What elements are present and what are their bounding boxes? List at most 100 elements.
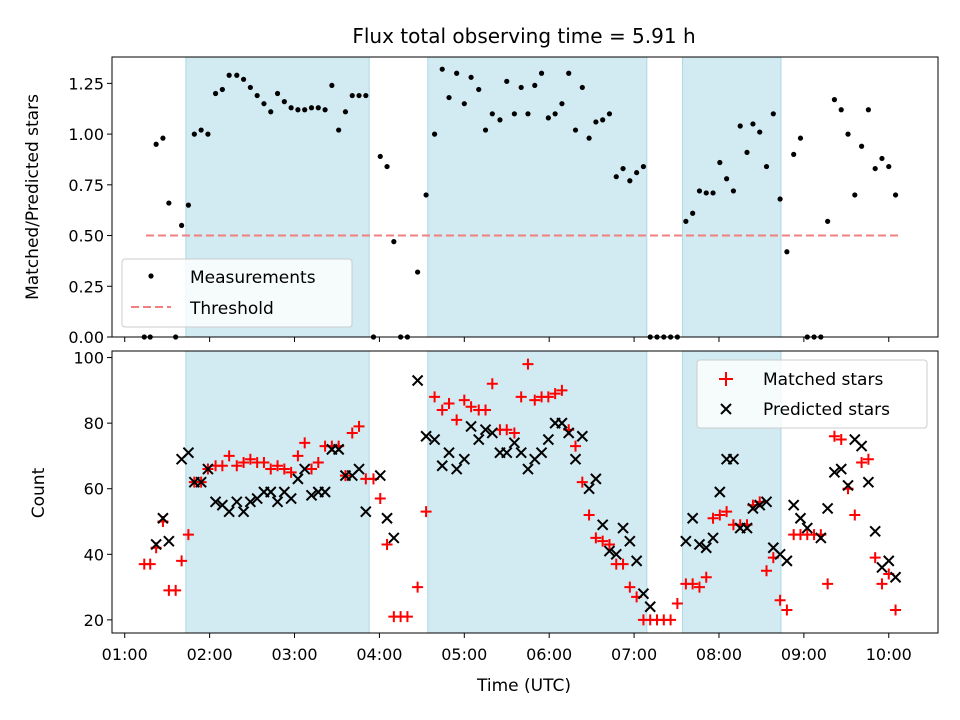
matched-star-point	[182, 529, 194, 541]
predicted-star-point	[163, 535, 175, 547]
predicted-star-point	[617, 522, 629, 534]
measurement-point	[791, 151, 797, 157]
matched-star-point	[501, 424, 513, 436]
predicted-star-point	[821, 502, 834, 515]
matched-star-point	[617, 558, 629, 570]
predicted-star-point	[542, 433, 555, 446]
legend-label-measurements: Measurements	[190, 268, 316, 288]
matched-star-point	[556, 384, 568, 396]
predicted-star-point	[869, 525, 881, 538]
predicted-star-point	[150, 538, 162, 551]
legend-label-threshold: Threshold	[189, 299, 274, 319]
predicted-star-point	[231, 496, 243, 508]
legend-marker-matched	[719, 372, 733, 386]
predicted-star-point	[332, 443, 345, 456]
predicted-star-point	[828, 466, 841, 479]
measurement-point	[892, 192, 899, 198]
matched-star-point	[597, 535, 609, 547]
predicted-star-point	[556, 417, 568, 429]
measurement-point	[600, 117, 606, 123]
measurement-point	[191, 131, 197, 137]
bottom-x-tick-label: 04:00	[356, 645, 402, 664]
measurement-point	[153, 141, 159, 147]
predicted-star-point	[596, 519, 609, 531]
measurement-point	[288, 105, 294, 111]
predicted-star-point	[576, 430, 589, 442]
bottom-legend: Matched stars Predicted stars	[696, 359, 928, 429]
predicted-star-point	[157, 512, 169, 524]
predicted-star-point	[747, 502, 759, 515]
bottom-y-tick-label: 80	[84, 414, 104, 433]
measurement-point	[797, 135, 804, 141]
matched-star-point	[849, 509, 861, 521]
top-y-tick-label: 0.50	[68, 227, 104, 246]
measurement-point	[504, 78, 510, 84]
bottom-x-tick-label: 08:00	[696, 645, 742, 664]
predicted-star-point	[244, 496, 257, 508]
predicted-star-point	[305, 489, 318, 501]
measurement-point	[439, 66, 445, 72]
bottom-x-tick-label: 09:00	[781, 645, 827, 664]
legend-marker-predicted	[720, 403, 732, 415]
measurement-point	[302, 107, 308, 113]
predicted-star-point	[473, 433, 485, 446]
matched-star-point	[346, 427, 358, 439]
predicted-star-point	[195, 476, 207, 488]
bottom-y-label: Count	[29, 467, 49, 518]
predicted-star-point	[693, 538, 706, 551]
predicted-star-point	[883, 555, 895, 567]
measurement-point	[777, 196, 783, 202]
matched-star-point	[869, 552, 881, 564]
measurement-point	[552, 111, 558, 117]
predicted-star-point	[265, 486, 277, 498]
bottom-y-tick-label: 60	[84, 480, 104, 499]
predicted-star-point	[436, 460, 448, 472]
measurement-point	[620, 165, 626, 172]
measurement-point	[696, 188, 703, 194]
predicted-star-point	[374, 469, 386, 482]
measurement-point	[538, 70, 545, 76]
measurement-point	[545, 115, 551, 121]
bottom-x-tick-label: 01:00	[102, 645, 148, 664]
matched-star-point	[412, 581, 424, 593]
measurement-point	[315, 105, 321, 111]
measurement-point	[461, 101, 467, 107]
matched-star-point	[700, 571, 712, 583]
measurement-point	[415, 269, 421, 275]
predicted-star-point	[583, 483, 595, 495]
predicted-star-point	[515, 446, 527, 459]
measurement-point	[737, 123, 743, 129]
matched-star-point	[529, 394, 541, 406]
predicted-star-point	[458, 453, 471, 465]
matched-star-point	[216, 460, 228, 472]
measurement-point	[710, 190, 716, 196]
matched-star-point	[828, 430, 840, 442]
matched-star-point	[665, 614, 677, 626]
measurement-point	[559, 101, 565, 107]
predicted-star-point	[522, 463, 534, 475]
predicted-star-point	[644, 601, 656, 613]
measurement-point	[205, 131, 211, 137]
bottom-y-tick-label: 100	[73, 349, 104, 368]
matched-star-point	[312, 456, 324, 468]
measurement-point	[640, 163, 647, 170]
measurement-point	[744, 149, 750, 155]
measurement-point	[724, 176, 730, 182]
measurement-point	[627, 178, 633, 184]
measurement-point	[566, 70, 572, 76]
measurement-point	[322, 107, 328, 113]
predicted-star-point	[794, 512, 807, 524]
measurement-point	[166, 200, 172, 206]
measurement-point	[281, 99, 287, 105]
measurement-point	[511, 111, 517, 117]
measurement-point	[240, 76, 247, 82]
measurement-point	[845, 131, 851, 137]
measurement-point	[454, 70, 460, 76]
predicted-star-point	[590, 473, 602, 485]
matched-star-point	[176, 555, 188, 567]
top-y-axis: 0.00 0.25 0.50 0.75 1.00 1.25	[68, 74, 112, 347]
matched-star-point	[693, 581, 705, 593]
matched-star-point	[451, 414, 463, 426]
matched-star-point	[429, 391, 441, 403]
matched-star-point	[401, 611, 413, 623]
